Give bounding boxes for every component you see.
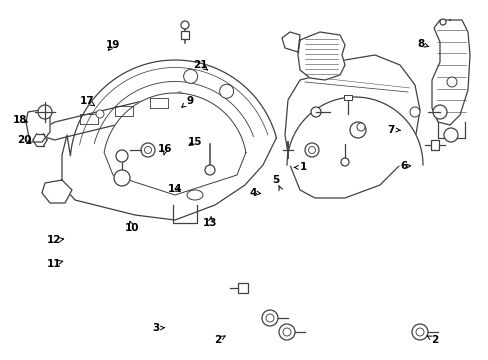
- Circle shape: [204, 165, 215, 175]
- Polygon shape: [286, 97, 422, 165]
- Circle shape: [349, 122, 365, 138]
- Text: 9: 9: [186, 96, 193, 106]
- Polygon shape: [62, 60, 276, 220]
- Circle shape: [279, 324, 294, 340]
- Text: 3: 3: [152, 323, 159, 333]
- Polygon shape: [40, 92, 192, 140]
- Text: 7: 7: [386, 125, 394, 135]
- Text: 17: 17: [80, 96, 94, 106]
- Circle shape: [283, 328, 290, 336]
- Text: 10: 10: [124, 222, 139, 233]
- Circle shape: [38, 105, 52, 119]
- Text: 6: 6: [400, 161, 407, 171]
- Circle shape: [265, 314, 273, 322]
- Polygon shape: [26, 110, 50, 142]
- Bar: [430, 140, 438, 150]
- Circle shape: [262, 310, 278, 326]
- Text: 2: 2: [431, 335, 438, 345]
- Circle shape: [411, 324, 427, 340]
- Circle shape: [443, 128, 457, 142]
- Circle shape: [141, 143, 155, 157]
- Circle shape: [432, 105, 446, 119]
- Circle shape: [305, 143, 318, 157]
- Text: 20: 20: [17, 135, 32, 145]
- Circle shape: [439, 19, 445, 25]
- Circle shape: [310, 107, 320, 117]
- Polygon shape: [431, 20, 469, 125]
- Circle shape: [356, 123, 364, 131]
- Text: 8: 8: [416, 39, 423, 49]
- Circle shape: [114, 170, 130, 186]
- Circle shape: [415, 328, 423, 336]
- Circle shape: [96, 110, 104, 118]
- Circle shape: [181, 21, 189, 29]
- Circle shape: [308, 147, 315, 153]
- Text: 16: 16: [158, 144, 172, 154]
- Circle shape: [219, 84, 233, 98]
- Polygon shape: [42, 180, 72, 203]
- Circle shape: [446, 77, 456, 87]
- Text: 4: 4: [249, 188, 257, 198]
- Text: 13: 13: [203, 218, 217, 228]
- Ellipse shape: [186, 190, 203, 200]
- Text: 11: 11: [46, 258, 61, 269]
- Circle shape: [116, 150, 128, 162]
- Circle shape: [183, 69, 197, 84]
- Text: 19: 19: [106, 40, 121, 50]
- Text: 1: 1: [299, 162, 306, 172]
- Text: 14: 14: [167, 184, 182, 194]
- Text: 15: 15: [187, 137, 202, 147]
- Polygon shape: [282, 32, 299, 52]
- Polygon shape: [285, 55, 419, 198]
- Bar: [181, 31, 189, 39]
- Circle shape: [144, 147, 151, 153]
- Polygon shape: [297, 32, 345, 80]
- Circle shape: [340, 158, 348, 166]
- Text: 21: 21: [193, 60, 207, 70]
- Circle shape: [409, 107, 419, 117]
- Bar: [343, 95, 351, 100]
- Text: 2: 2: [214, 335, 221, 345]
- Text: 18: 18: [13, 114, 28, 125]
- Polygon shape: [104, 93, 245, 195]
- Text: 12: 12: [46, 235, 61, 246]
- Text: 5: 5: [272, 175, 279, 185]
- Bar: [238, 283, 247, 293]
